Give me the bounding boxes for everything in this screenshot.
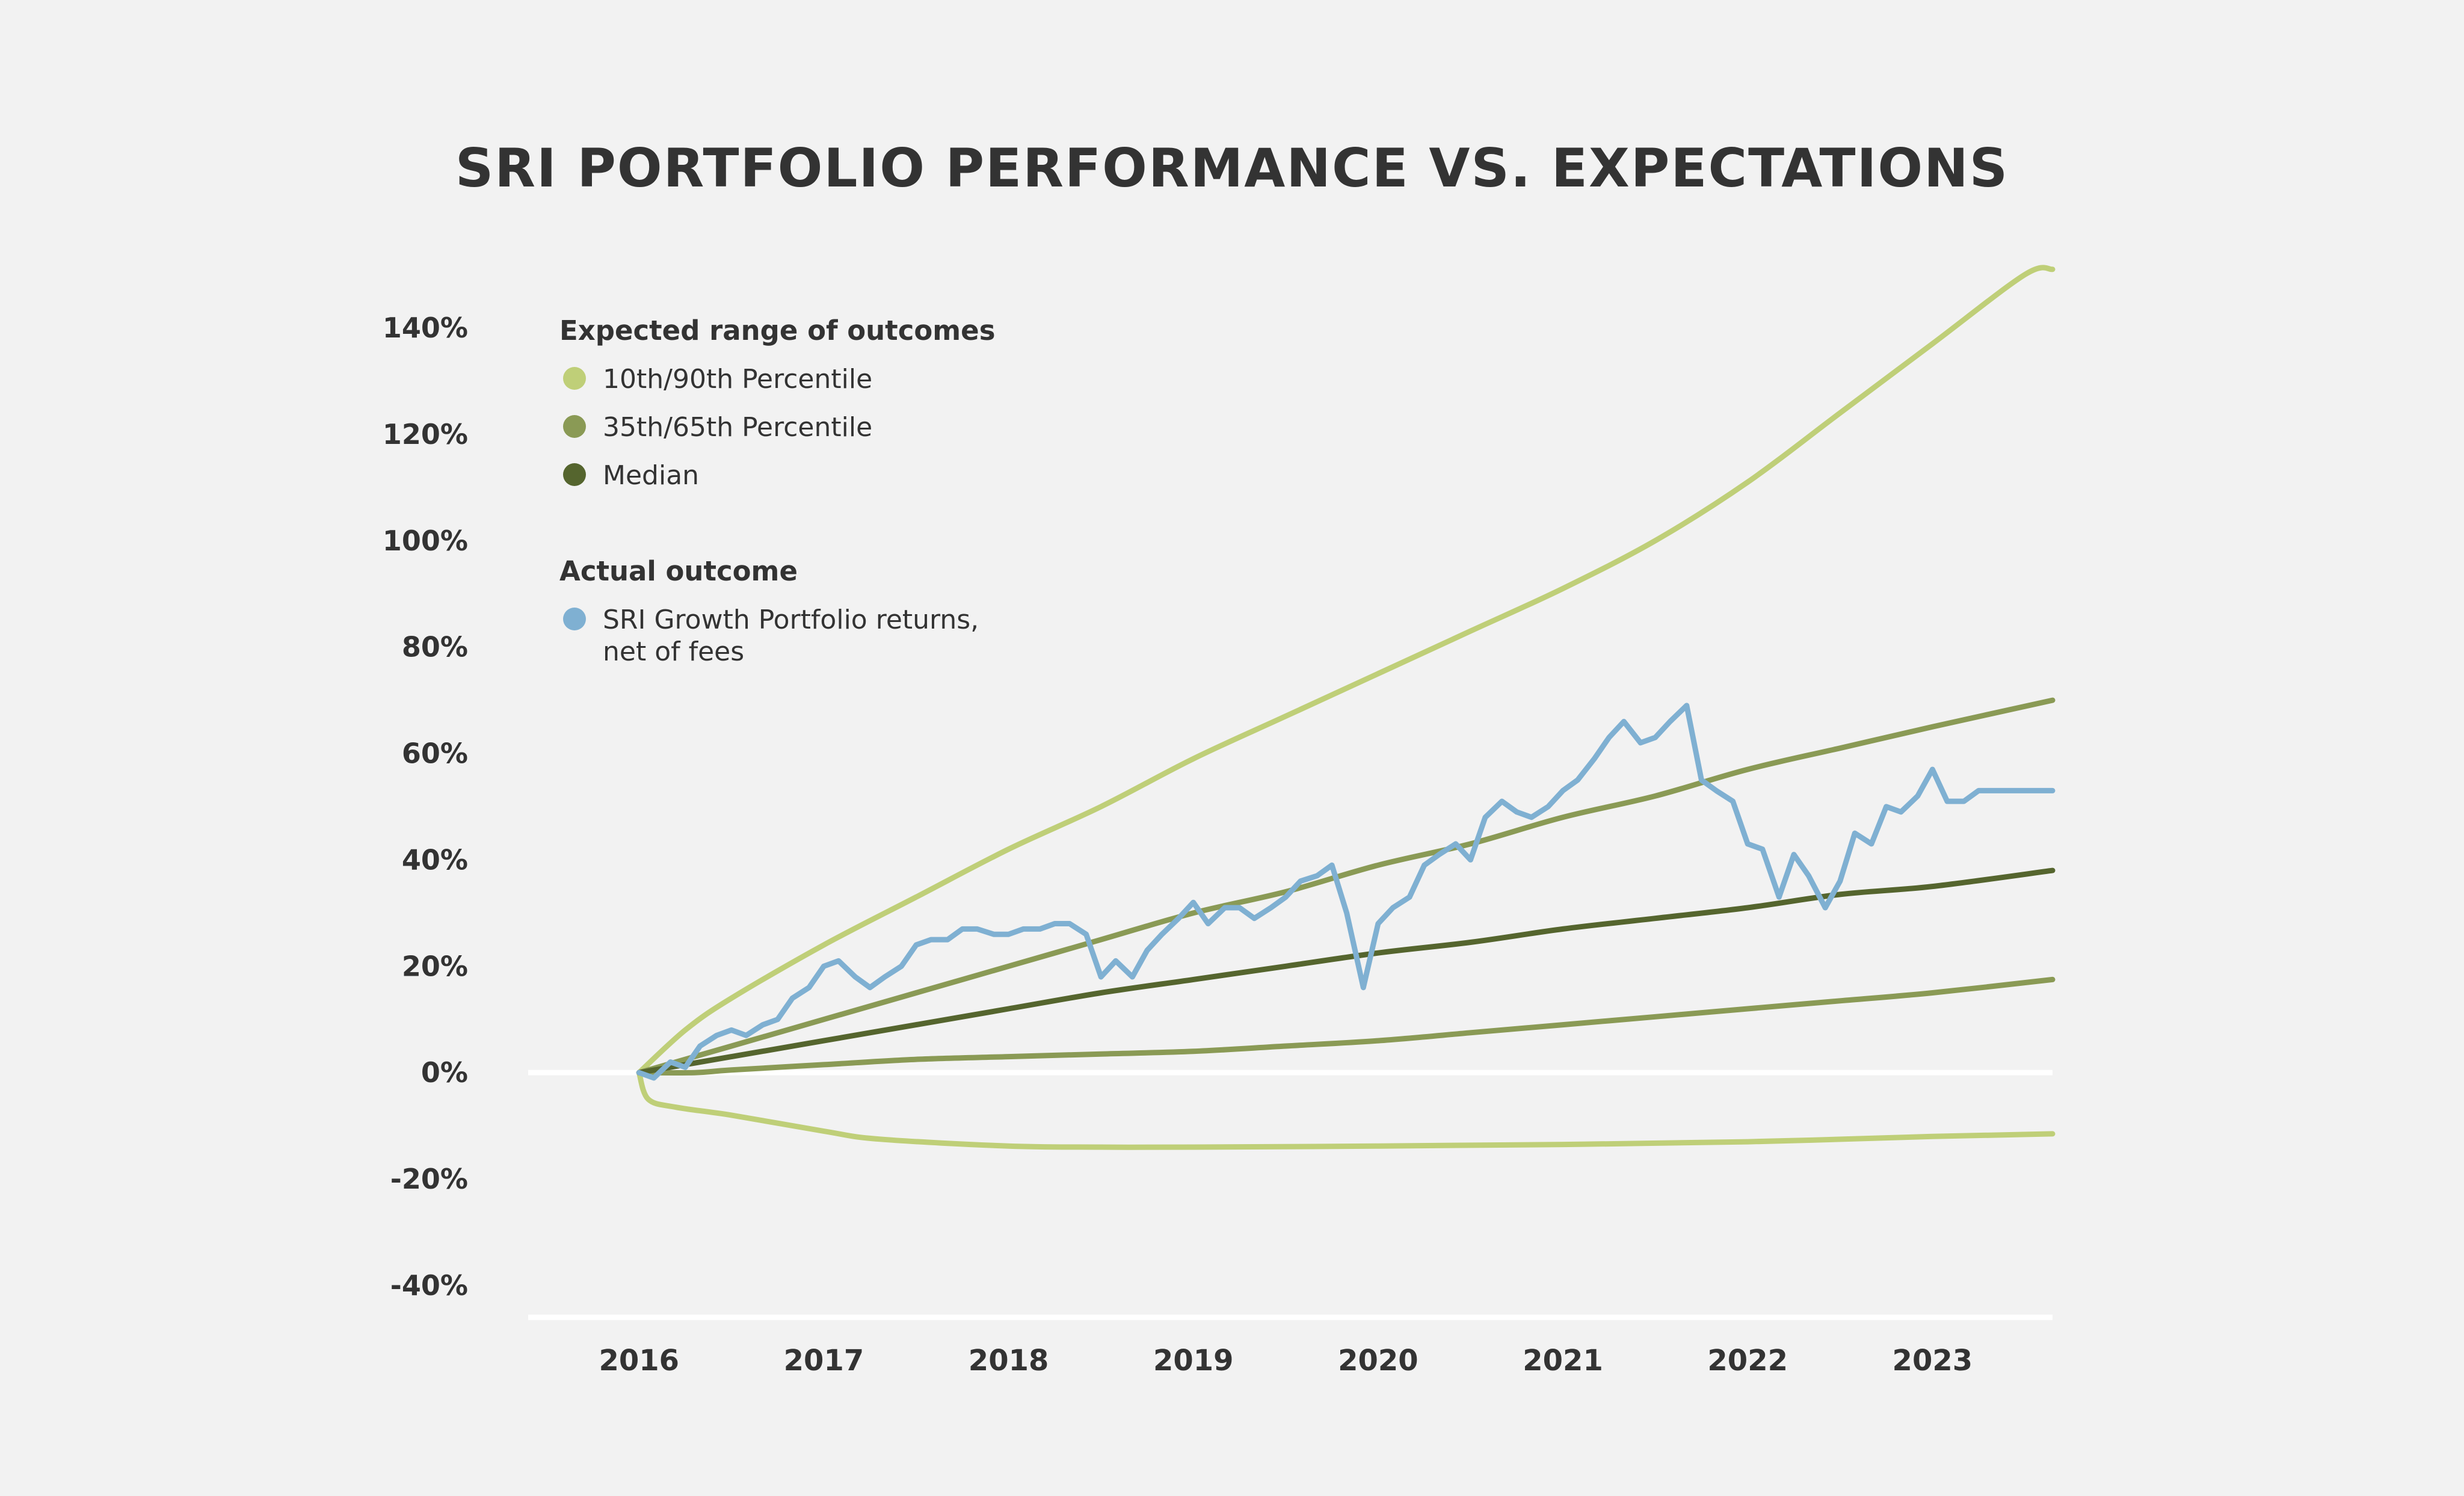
- x-tick-label: 2016: [599, 1344, 679, 1377]
- y-tick-label: 140%: [383, 312, 468, 344]
- x-tick-label: 2020: [1338, 1344, 1418, 1377]
- y-tick-label: 0%: [421, 1056, 468, 1089]
- y-tick-label: 100%: [383, 525, 468, 557]
- legend: Expected range of outcomes 10th/90th Perc…: [559, 315, 995, 667]
- x-tick-label: 2023: [1893, 1344, 1973, 1377]
- x-tick-label: 2021: [1523, 1344, 1603, 1377]
- y-tick-label: 80%: [402, 631, 468, 663]
- x-tick-label: 2019: [1153, 1344, 1234, 1377]
- legend-swatch: [563, 367, 586, 390]
- y-tick-label: 40%: [402, 843, 468, 876]
- series-line-sri-growth-portfolio-returns-net-of-fees: [636, 703, 2056, 1081]
- series-line-10th-90th-percentile: [636, 1070, 2056, 1150]
- legend-swatch: [563, 415, 586, 438]
- series-layer: [636, 265, 2056, 1150]
- legend-label: 35th/65th Percentile: [603, 412, 872, 443]
- y-tick-label: 120%: [383, 418, 468, 451]
- axes: 140% 120% 100% 80% 60% 40% 20% 0% -20% -40% 2016 20…: [383, 312, 2053, 1377]
- y-tick-label: -20%: [390, 1163, 468, 1195]
- y-tick-label: 20%: [402, 950, 468, 982]
- x-tick-label: 2022: [1707, 1344, 1788, 1377]
- legend-label: SRI Growth Portfolio returns,: [603, 605, 979, 635]
- legend-label: Median: [603, 460, 699, 491]
- x-tick-label: 2018: [969, 1344, 1049, 1377]
- series-line-median: [636, 867, 2056, 1076]
- y-tick-label: -40%: [390, 1269, 468, 1302]
- series-line-35th-65th-percentile: [636, 697, 2056, 1076]
- y-tick-label: 60%: [402, 737, 468, 770]
- legend-label: 10th/90th Percentile: [603, 364, 872, 395]
- legend-swatch: [563, 608, 586, 630]
- legend-swatch: [563, 463, 586, 486]
- chart-title: SRI PORTFOLIO PERFORMANCE VS. EXPECTATIO…: [455, 137, 2009, 199]
- legend-label: net of fees: [603, 636, 744, 667]
- series-line-35th-65th-percentile: [636, 976, 2056, 1076]
- legend-heading: Actual outcome: [559, 555, 798, 587]
- legend-heading: Expected range of outcomes: [559, 315, 995, 346]
- series-line-10th-90th-percentile: [636, 265, 2056, 1076]
- x-tick-label: 2017: [784, 1344, 864, 1377]
